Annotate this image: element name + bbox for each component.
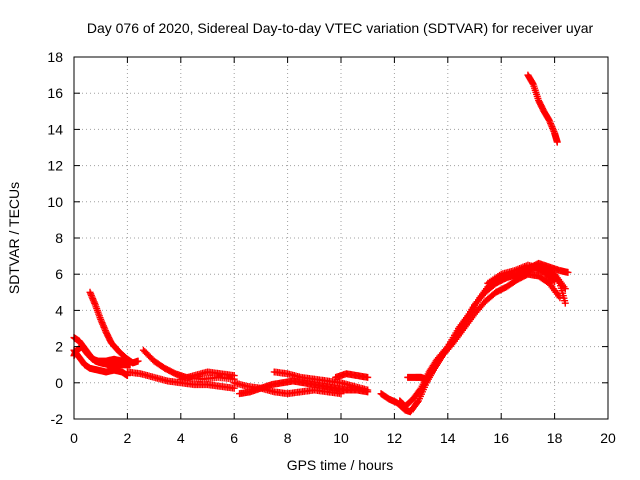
x-tick-label: 20: [600, 430, 616, 446]
data-point: [337, 390, 345, 398]
series-arc-12: [377, 270, 564, 416]
data-point: [553, 138, 561, 146]
y-tick-label: 12: [47, 158, 63, 174]
y-tick-label: 0: [55, 375, 63, 391]
x-tick-label: 4: [177, 430, 185, 446]
x-tick-label: 16: [493, 430, 509, 446]
x-tick-label: 10: [333, 430, 349, 446]
x-tick-label: 14: [440, 430, 456, 446]
series-arc-9: [230, 379, 345, 398]
data-point: [413, 398, 421, 406]
series-arc-4: [86, 288, 142, 367]
x-tick-label: 0: [70, 430, 78, 446]
x-tick-label: 8: [284, 430, 292, 446]
y-tick-label: 16: [47, 85, 63, 101]
data-point: [561, 299, 569, 307]
axis-ticks: 0 2 4 6 8 10 12 14 16 18 20 -2 0 2 4 6 8 10 12 14 16 18: [47, 49, 616, 446]
y-tick-label: 2: [55, 339, 63, 355]
series-arc-16: [524, 71, 561, 146]
y-tick-label: 6: [55, 266, 63, 282]
x-tick-label: 2: [124, 430, 132, 446]
data-point: [364, 373, 372, 381]
y-tick-label: 4: [55, 302, 63, 318]
series-arc-10: [270, 368, 372, 394]
data-point: [564, 268, 572, 276]
series-arc-5: [123, 368, 238, 392]
x-tick-label: 18: [547, 430, 563, 446]
y-axis-label: SDTVAR / TECUs: [6, 182, 22, 294]
series-arc-6: [139, 346, 238, 383]
data-point: [230, 372, 238, 380]
y-tick-label: 10: [47, 194, 63, 210]
chart-title: Day 076 of 2020, Sidereal Day-to-day VTE…: [87, 20, 594, 36]
y-tick-label: 14: [47, 121, 63, 137]
y-tick-label: 18: [47, 49, 63, 65]
series-arc-13: [396, 263, 559, 410]
data-point: [134, 357, 142, 365]
series-arc-7: [177, 368, 238, 383]
data-point: [437, 353, 445, 361]
x-axis-label: GPS time / hours: [287, 457, 394, 473]
series-arc-17: [513, 259, 572, 282]
grid-lines: [74, 57, 608, 419]
x-tick-label: 12: [387, 430, 403, 446]
series-arc-11: [332, 370, 372, 381]
data-point: [561, 285, 569, 293]
data-points: [70, 71, 572, 416]
x-tick-label: 6: [230, 430, 238, 446]
data-point: [364, 386, 372, 394]
y-tick-label: 8: [55, 230, 63, 246]
y-tick-label: -2: [51, 411, 64, 427]
